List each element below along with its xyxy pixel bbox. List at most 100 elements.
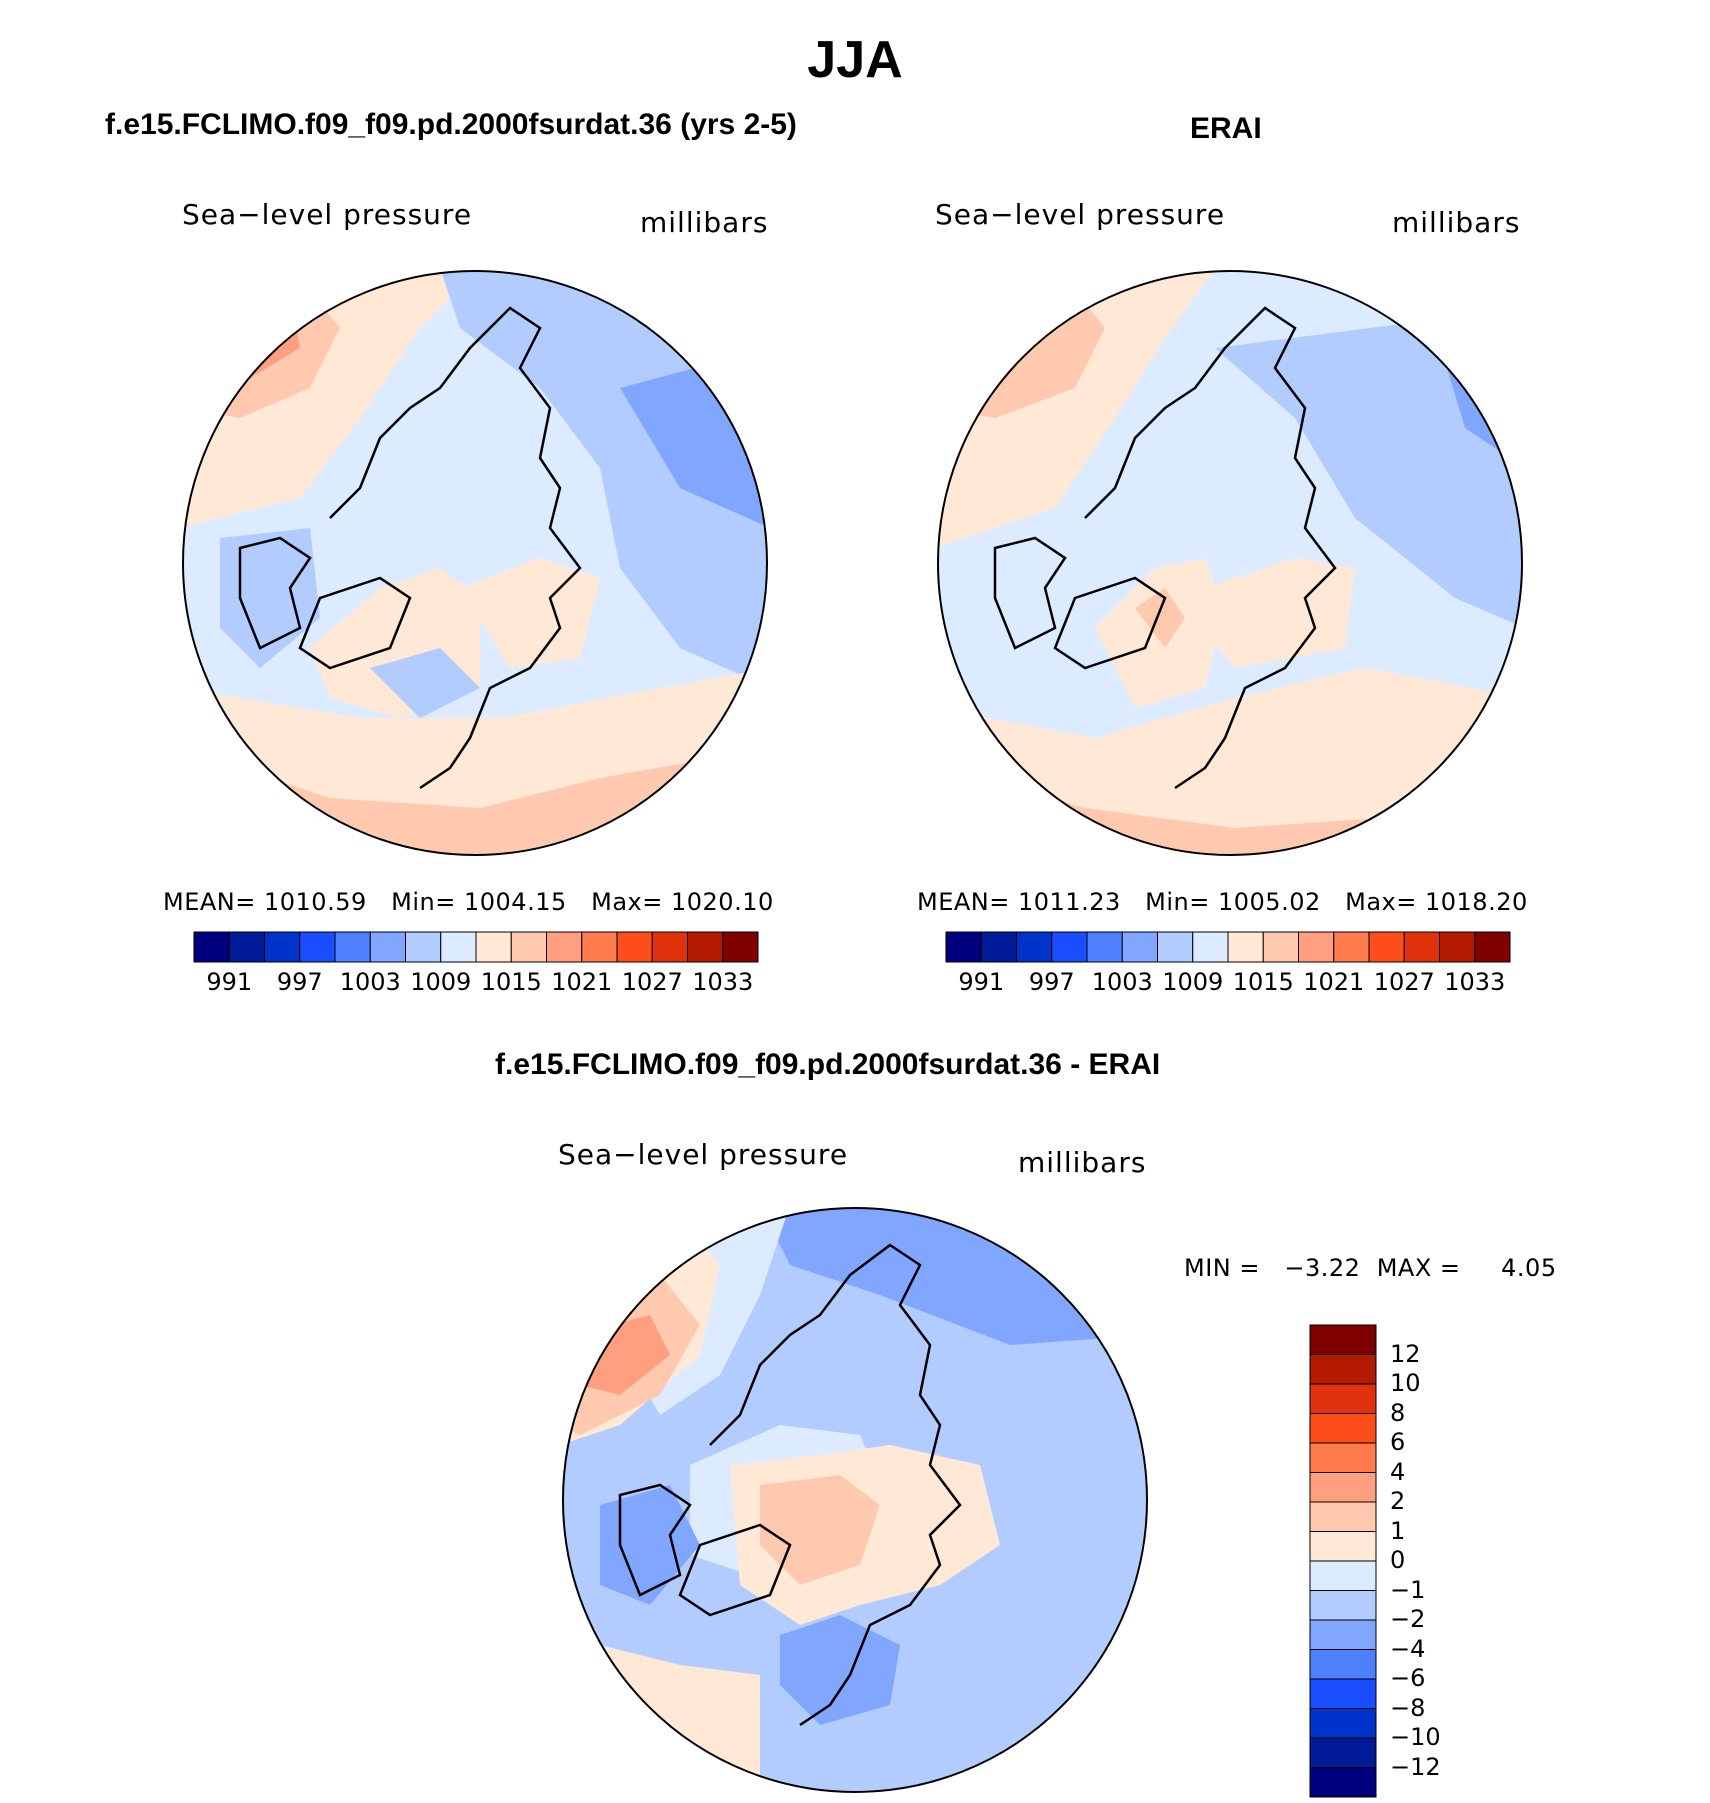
diff-colorbar-swatch — [1309, 1737, 1377, 1768]
model-colorbar-swatch — [546, 931, 583, 963]
obs-stats: MEAN= 1011.23 Min= 1005.02 Max= 1018.20 — [917, 888, 1528, 916]
obs-polar-map — [937, 270, 1523, 856]
model-colorbar-swatch — [581, 931, 618, 963]
diff-colorbar-swatch — [1309, 1619, 1377, 1650]
obs-colorbar-tick-label: 1027 — [1373, 968, 1435, 996]
model-polar-map — [182, 270, 768, 856]
model-low-canada — [220, 528, 320, 668]
obs-mean-value: 1011.23 — [1018, 888, 1121, 916]
diff-max-label: MAX = — [1376, 1254, 1461, 1282]
diff-coastline — [618, 1243, 962, 1727]
diff-colorbar-swatch — [1309, 1442, 1377, 1473]
diff-colorbar-swatch — [1309, 1383, 1377, 1414]
obs-low-pacific — [1215, 308, 1522, 628]
model-colorbar-tick-label: 1021 — [551, 968, 613, 996]
diff-colorbar-tick-label: 2 — [1390, 1487, 1406, 1515]
model-colorbar-tick-label: 1015 — [480, 968, 542, 996]
obs-colorbar-tick-label: 1009 — [1162, 968, 1224, 996]
obs-colorbar-tick-label: 1015 — [1232, 968, 1294, 996]
model-units-label: millibars — [640, 206, 769, 239]
model-colorbar-swatch — [722, 931, 759, 963]
diff-colorbar-tick-label: −2 — [1390, 1605, 1426, 1633]
model-colorbar-swatch — [264, 931, 301, 963]
obs-colorbar-swatch — [980, 931, 1017, 963]
diff-panel-title: f.e15.FCLIMO.f09_f09.pd.2000fsurdat.36 -… — [495, 1048, 1161, 1081]
model-colorbar-swatch — [616, 931, 653, 963]
diff-stats: MIN = −3.22 MAX = 4.05 — [1184, 1254, 1557, 1282]
obs-colorbar-swatch — [945, 931, 982, 963]
figure-title: JJA — [807, 31, 903, 89]
obs-units-label: millibars — [1392, 206, 1521, 239]
diff-min-label: MIN = — [1184, 1254, 1260, 1282]
model-colorbar — [193, 931, 759, 963]
diff-colorbar-tick-label: 4 — [1390, 1457, 1406, 1486]
diff-colorbar-ticks: 12 10 8 6 4 2 1 0 −1 −2 −4 −6 −8 −10 −12 — [1390, 1325, 1470, 1797]
diff-pos-center-core — [760, 1475, 880, 1585]
model-colorbar-ticks: 991 997 1003 1009 1015 1021 1027 1033 — [194, 968, 758, 998]
obs-colorbar-ticks: 991 997 1003 1009 1015 1021 1027 1033 — [946, 968, 1510, 998]
diff-colorbar-swatch — [1309, 1324, 1377, 1355]
model-colorbar-swatch — [334, 931, 371, 963]
diff-colorbar-swatch — [1309, 1501, 1377, 1532]
model-high-eurasia — [460, 558, 600, 668]
obs-colorbar — [945, 931, 1511, 963]
model-colorbar-tick-label: 1003 — [339, 968, 401, 996]
diff-colorbar-tick-label: 12 — [1390, 1339, 1421, 1368]
model-colorbar-tick-label: 1009 — [410, 968, 472, 996]
obs-colorbar-swatch — [1262, 931, 1299, 963]
model-colorbar-tick-label: 1033 — [692, 968, 754, 996]
model-colorbar-swatch — [687, 931, 724, 963]
diff-colorbar-tick-label: −6 — [1390, 1664, 1426, 1692]
model-low-iceland — [370, 648, 480, 718]
obs-colorbar-swatch — [1298, 931, 1335, 963]
diff-colorbar-tick-label: 8 — [1390, 1398, 1406, 1427]
diff-colorbar-tick-label: 10 — [1390, 1369, 1421, 1397]
diff-colorbar-tick-label: −12 — [1390, 1752, 1441, 1781]
obs-mean-label: MEAN= — [917, 888, 1010, 916]
diff-max-value: 4.05 — [1501, 1254, 1557, 1282]
model-max-label: Max= — [591, 888, 663, 916]
model-colorbar-swatch — [193, 931, 230, 963]
model-colorbar-swatch — [369, 931, 406, 963]
obs-colorbar-swatch — [1368, 931, 1405, 963]
obs-max-label: Max= — [1345, 888, 1417, 916]
model-colorbar-swatch — [299, 931, 336, 963]
model-min-label: Min= — [391, 888, 456, 916]
diff-low-europe — [780, 1615, 900, 1725]
model-panel-title: f.e15.FCLIMO.f09_f09.pd.2000fsurdat.36 (… — [105, 108, 797, 141]
model-max-value: 1020.10 — [671, 888, 774, 916]
obs-colorbar-swatch — [1192, 931, 1229, 963]
diff-polar-map — [562, 1207, 1148, 1793]
diff-colorbar-tick-label: 0 — [1390, 1546, 1406, 1574]
obs-high-eurasia — [1175, 558, 1355, 668]
model-stats: MEAN= 1010.59 Min= 1004.15 Max= 1020.10 — [163, 888, 774, 916]
diff-colorbar-swatch — [1309, 1767, 1377, 1798]
obs-colorbar-swatch — [1474, 931, 1511, 963]
diff-variable-label: Sea−level pressure — [558, 1138, 849, 1171]
diff-units-label: millibars — [1018, 1146, 1147, 1179]
model-colorbar-swatch — [475, 931, 512, 963]
obs-colorbar-tick-label: 1033 — [1444, 968, 1506, 996]
obs-min-label: Min= — [1145, 888, 1210, 916]
obs-colorbar-swatch — [1121, 931, 1158, 963]
obs-high-greenland-core — [1135, 588, 1185, 648]
diff-colorbar-tick-label: −4 — [1390, 1634, 1426, 1663]
obs-max-value: 1018.20 — [1425, 888, 1528, 916]
obs-colorbar-swatch — [1439, 931, 1476, 963]
model-coastline — [238, 306, 582, 790]
model-colorbar-swatch — [651, 931, 688, 963]
model-min-value: 1004.15 — [463, 888, 567, 916]
obs-panel-title: ERAI — [1190, 112, 1262, 145]
diff-colorbar-swatch — [1309, 1649, 1377, 1680]
diff-colorbar-swatch — [1309, 1678, 1377, 1709]
model-colorbar-swatch — [405, 931, 442, 963]
model-colorbar-swatch — [228, 931, 265, 963]
model-mean-value: 1010.59 — [264, 888, 367, 916]
diff-colorbar-swatch — [1309, 1708, 1377, 1739]
obs-colorbar-swatch — [1333, 931, 1370, 963]
diff-min-value: −3.22 — [1284, 1254, 1361, 1282]
diff-colorbar-swatch — [1309, 1590, 1377, 1621]
model-mean-label: MEAN= — [163, 888, 256, 916]
obs-coastline — [993, 306, 1337, 790]
diff-colorbar-tick-label: 1 — [1390, 1516, 1406, 1545]
